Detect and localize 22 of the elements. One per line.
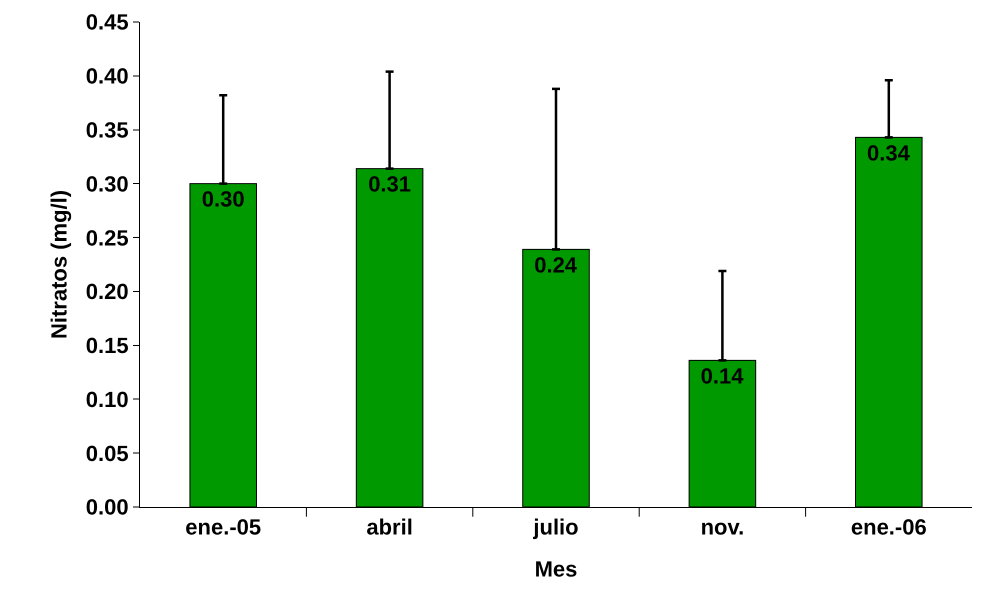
y-axis-title: Nitratos (mg/l) xyxy=(46,190,72,340)
data-label: 0.24 xyxy=(534,252,578,278)
x-tick-label: nov. xyxy=(700,514,744,540)
y-tick-label: 0.35 xyxy=(86,117,129,142)
data-label: 0.34 xyxy=(867,140,911,166)
y-tick-label: 0.15 xyxy=(86,333,129,358)
x-tick-label: ene.-05 xyxy=(185,514,262,540)
x-tick-label: abril xyxy=(366,514,413,540)
y-tick-label: 0.30 xyxy=(86,171,129,196)
y-tick-label: 0.45 xyxy=(86,10,129,35)
data-label: 0.30 xyxy=(202,186,245,212)
x-tick-label: julio xyxy=(532,514,579,540)
x-tick-label: ene.-06 xyxy=(850,514,927,540)
y-tick-label: 0.20 xyxy=(86,279,129,304)
y-tick-label: 0.25 xyxy=(86,225,129,250)
y-tick-label: 0.05 xyxy=(86,440,129,466)
y-tick-label: 0.10 xyxy=(86,386,129,412)
y-tick-label: 0.40 xyxy=(86,64,129,89)
x-axis-title: Mes xyxy=(534,556,578,582)
y-tick-label: 0.00 xyxy=(86,494,129,520)
data-label: 0.14 xyxy=(700,363,744,388)
data-label: 0.31 xyxy=(368,172,412,197)
